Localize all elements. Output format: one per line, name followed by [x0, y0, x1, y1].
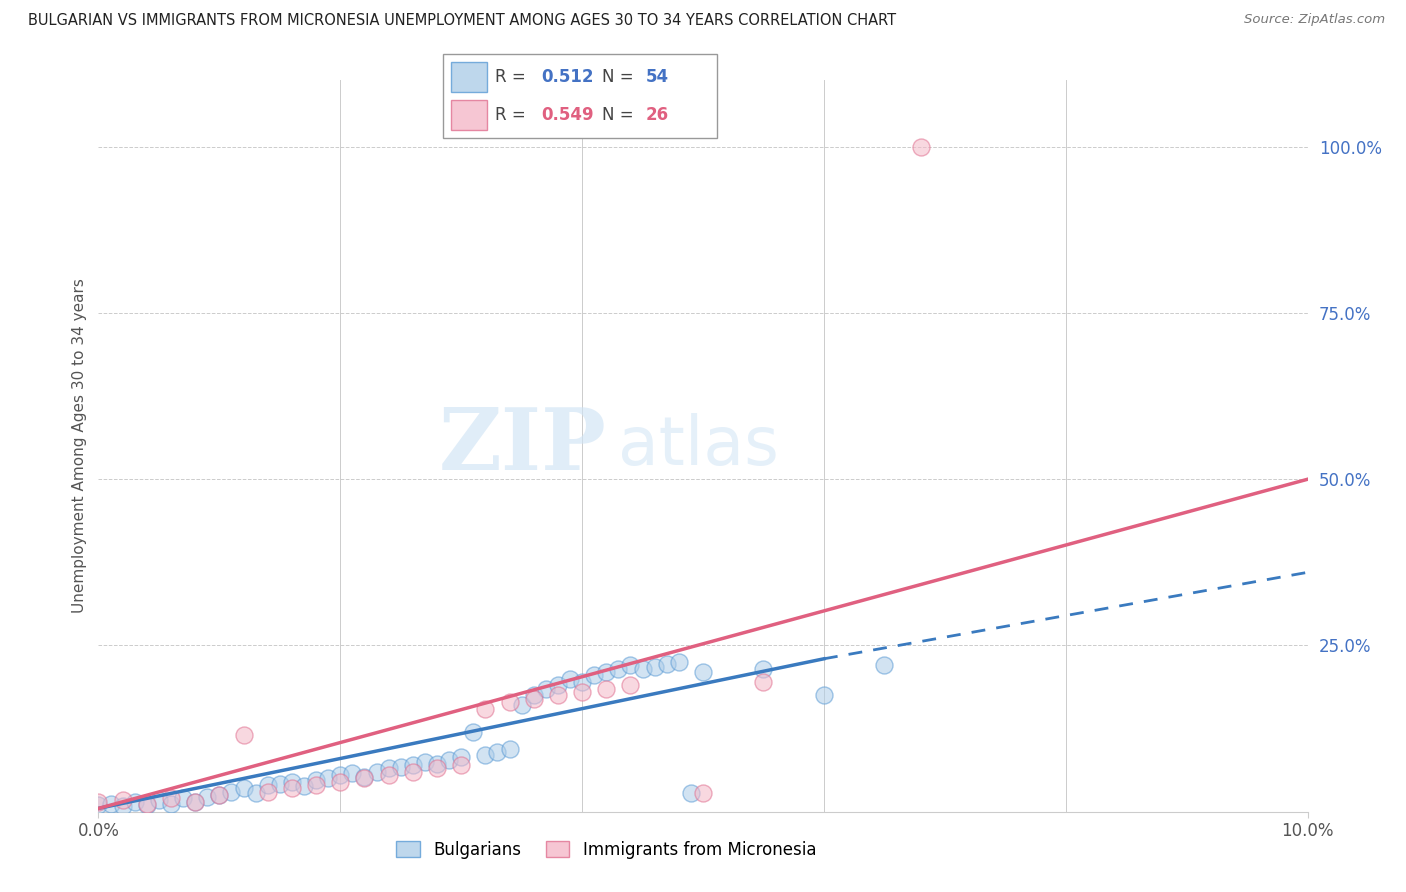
Point [402, 764, 425, 779]
Point [752, 675, 775, 690]
Point [184, 795, 207, 809]
Point [619, 658, 641, 673]
Point [692, 665, 714, 679]
Text: 26: 26 [645, 106, 669, 124]
Point [450, 750, 472, 764]
Text: atlas: atlas [619, 413, 779, 479]
Text: R =: R = [495, 106, 531, 124]
Point [547, 689, 569, 703]
Point [607, 662, 630, 676]
Point [377, 768, 399, 782]
Point [631, 662, 654, 676]
Point [172, 791, 194, 805]
Point [510, 698, 533, 713]
Text: 0.512: 0.512 [541, 68, 595, 86]
Point [281, 774, 304, 789]
Point [208, 788, 231, 802]
Point [195, 790, 218, 805]
Text: N =: N = [602, 68, 638, 86]
Point [571, 675, 593, 690]
Point [342, 766, 364, 780]
Point [353, 772, 375, 786]
Point [305, 772, 328, 787]
Point [426, 762, 449, 776]
Point [813, 689, 835, 703]
FancyBboxPatch shape [451, 62, 486, 92]
Point [426, 756, 449, 771]
Point [256, 785, 278, 799]
Point [692, 786, 714, 800]
Point [523, 691, 546, 706]
Point [463, 725, 485, 739]
Point [437, 753, 460, 767]
Point [655, 657, 678, 672]
Y-axis label: Unemployment Among Ages 30 to 34 years: Unemployment Among Ages 30 to 34 years [72, 278, 87, 614]
Text: 54: 54 [645, 68, 669, 86]
Point [534, 681, 557, 696]
FancyBboxPatch shape [443, 54, 717, 138]
Point [111, 799, 134, 814]
Text: ZIP: ZIP [439, 404, 606, 488]
Point [135, 797, 157, 811]
Point [547, 678, 569, 692]
Point [160, 797, 183, 811]
Point [377, 762, 399, 776]
Text: N =: N = [602, 106, 638, 124]
Point [292, 780, 315, 794]
Point [474, 748, 496, 763]
Point [644, 659, 666, 673]
Point [752, 662, 775, 676]
Text: BULGARIAN VS IMMIGRANTS FROM MICRONESIA UNEMPLOYMENT AMONG AGES 30 TO 34 YEARS C: BULGARIAN VS IMMIGRANTS FROM MICRONESIA … [28, 13, 896, 29]
Point [87, 795, 110, 809]
Point [523, 689, 546, 703]
Point [160, 791, 183, 805]
Point [366, 764, 388, 779]
Point [281, 781, 304, 796]
Point [232, 728, 254, 742]
Text: Source: ZipAtlas.com: Source: ZipAtlas.com [1244, 13, 1385, 27]
Point [87, 798, 110, 813]
Point [269, 777, 291, 791]
Point [486, 745, 509, 759]
Point [413, 755, 436, 769]
Point [474, 701, 496, 715]
Point [571, 685, 593, 699]
Point [679, 786, 702, 800]
Point [305, 778, 328, 792]
Point [353, 770, 375, 784]
Point [329, 768, 352, 782]
FancyBboxPatch shape [451, 100, 486, 130]
Point [208, 788, 231, 802]
Text: 0.549: 0.549 [541, 106, 595, 124]
Point [558, 672, 581, 686]
Point [619, 678, 641, 692]
Point [498, 695, 520, 709]
Point [389, 759, 412, 773]
Point [221, 785, 243, 799]
Point [316, 772, 339, 786]
Text: R =: R = [495, 68, 531, 86]
Point [111, 793, 134, 807]
Point [402, 758, 425, 772]
Point [184, 795, 207, 809]
Point [595, 681, 617, 696]
Point [498, 741, 520, 756]
Point [100, 797, 122, 811]
Point [135, 798, 157, 813]
Point [245, 786, 267, 800]
Legend: Bulgarians, Immigrants from Micronesia: Bulgarians, Immigrants from Micronesia [389, 834, 823, 865]
Point [595, 665, 617, 679]
Point [873, 658, 896, 673]
Point [256, 778, 278, 792]
Point [910, 140, 932, 154]
Point [583, 668, 606, 682]
Point [668, 655, 690, 669]
Point [148, 793, 170, 807]
Point [232, 781, 254, 796]
Point [329, 774, 352, 789]
Point [450, 758, 472, 772]
Point [124, 795, 146, 809]
